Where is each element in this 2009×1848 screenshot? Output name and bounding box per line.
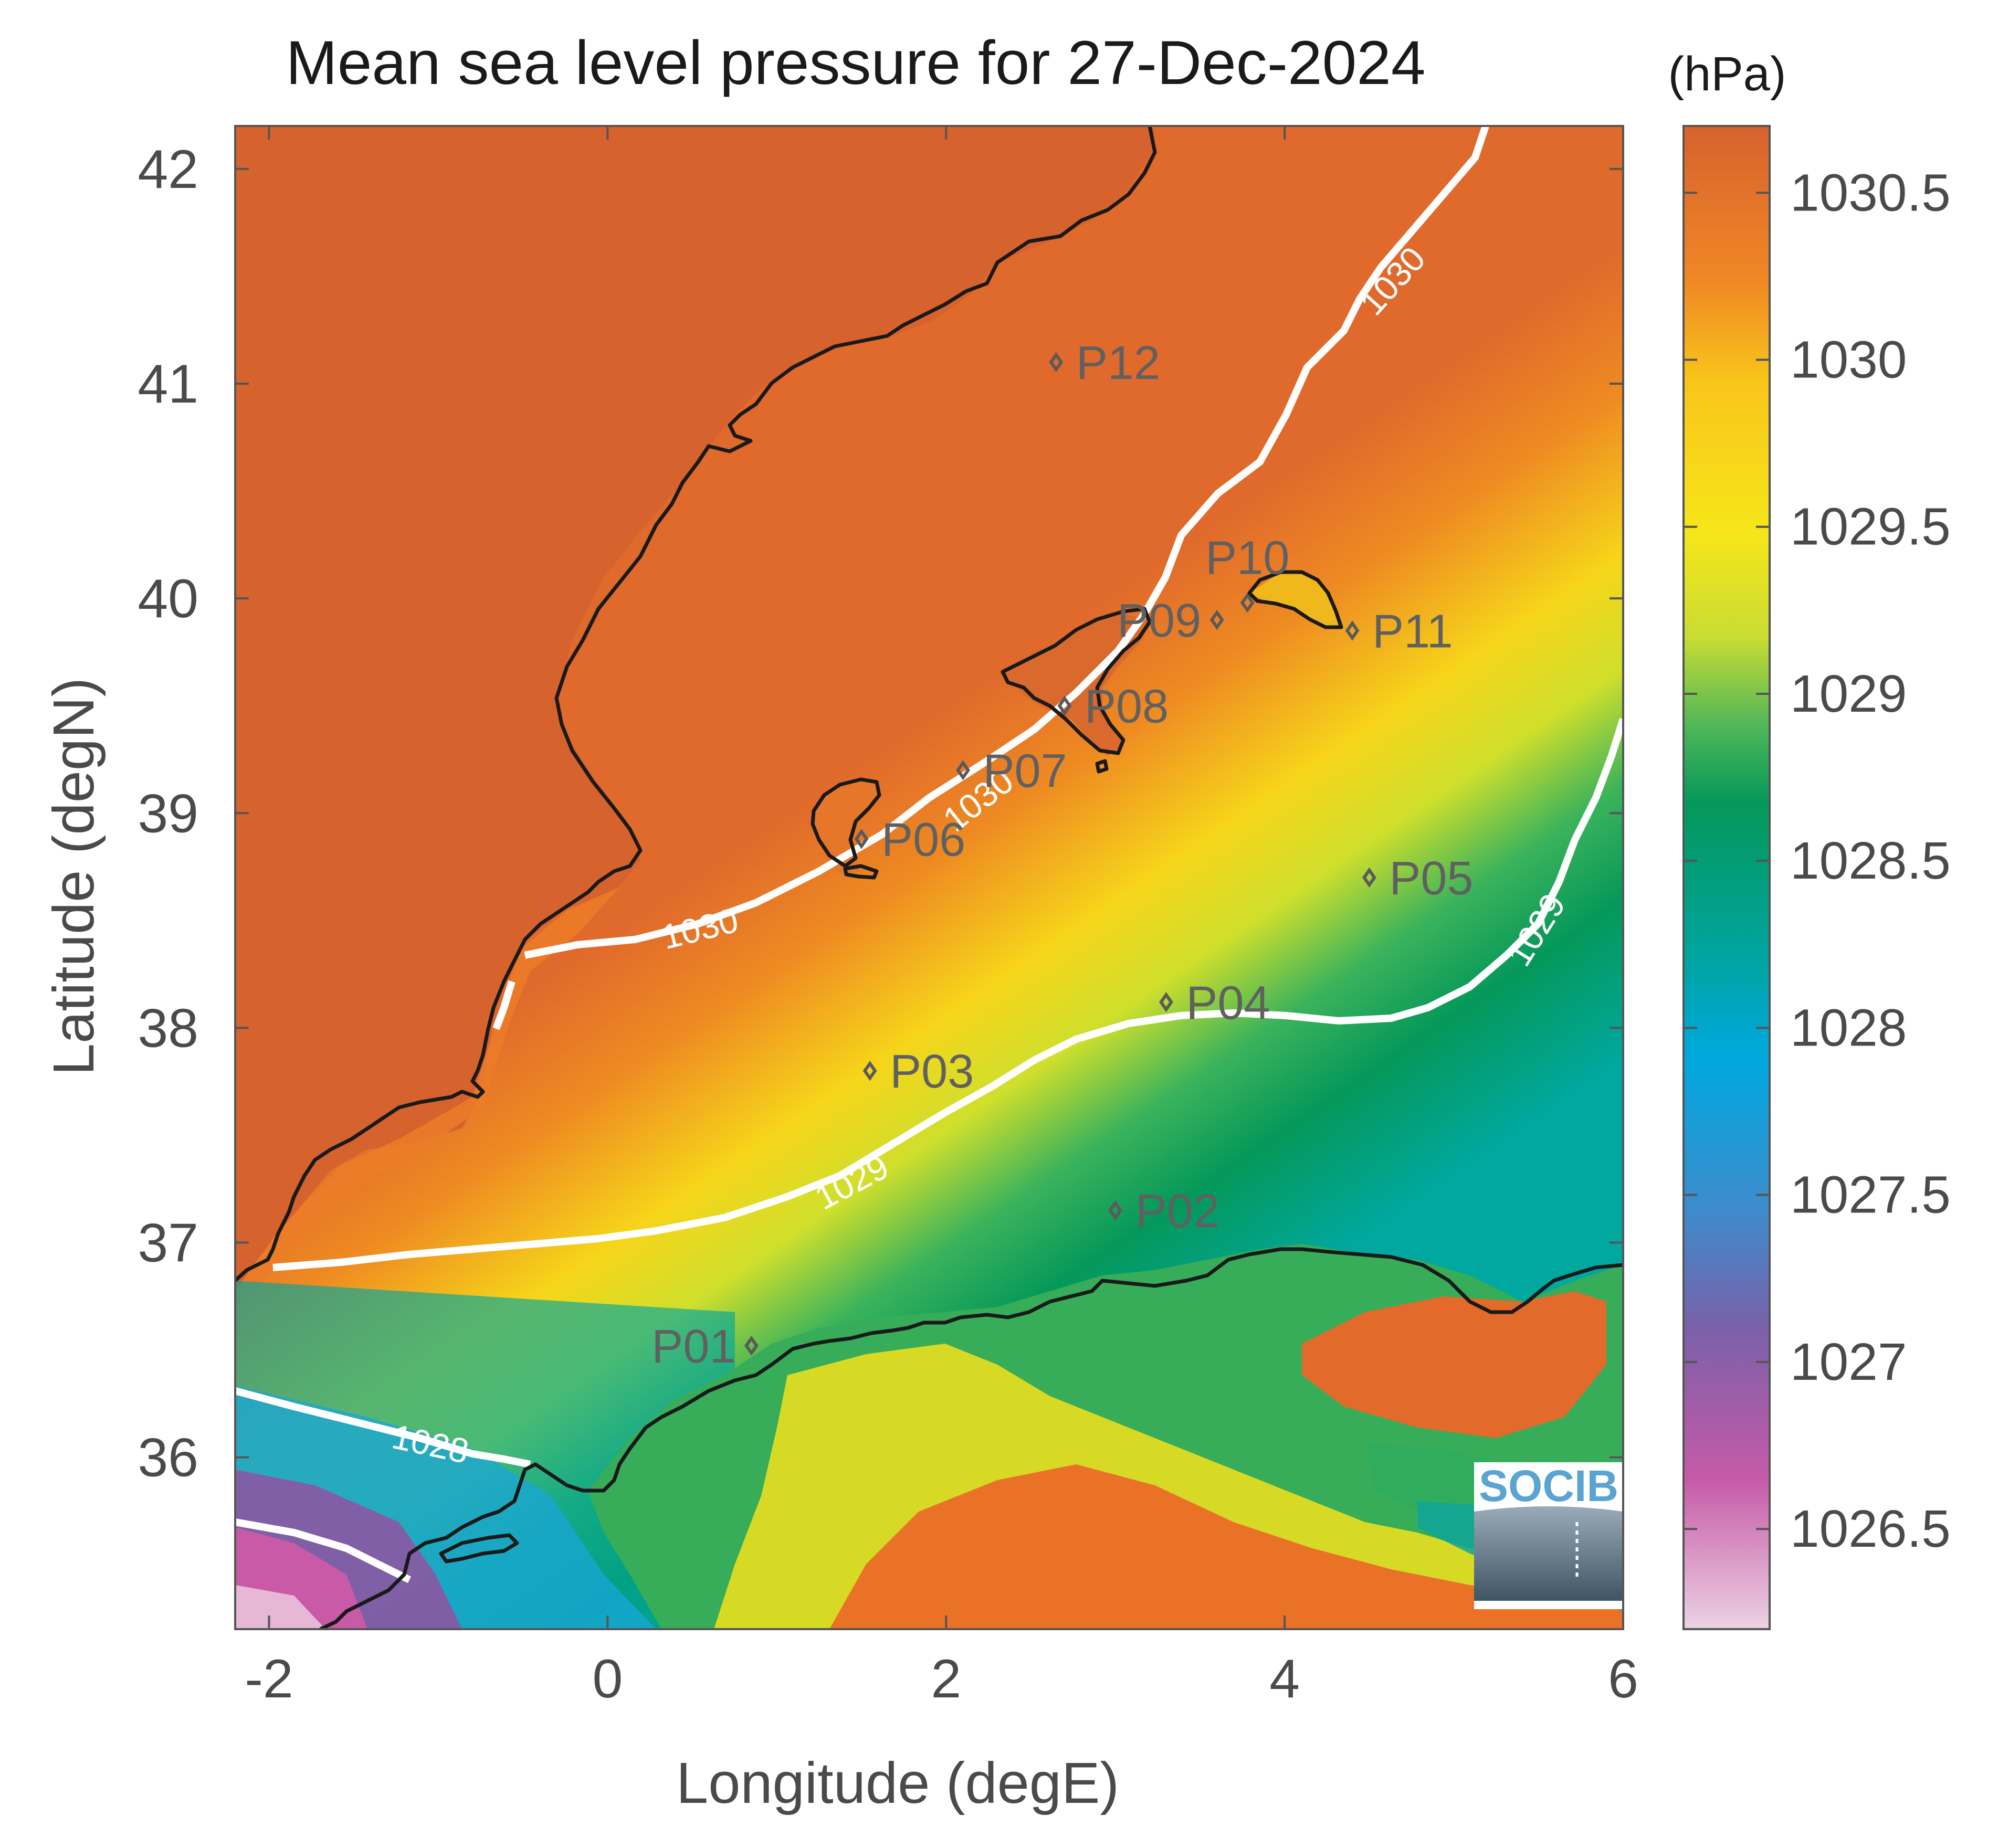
y-tick-label: 41 <box>138 354 198 415</box>
station-marker[interactable] <box>1108 1200 1123 1221</box>
ibiza-land <box>811 777 879 874</box>
station-label: P10 <box>1205 532 1289 584</box>
station-marker[interactable] <box>1057 695 1072 716</box>
africa-orange-patches <box>829 1464 1623 1629</box>
station-label: P07 <box>983 745 1067 797</box>
y-axis-label: Latitude (degN) <box>41 678 106 1075</box>
colorbar-tick-label: 1030.5 <box>1790 163 1951 222</box>
contour-1029 <box>272 717 1623 1271</box>
coastlines <box>235 126 1623 1629</box>
iberia-land <box>235 126 1155 1291</box>
contour-1030-lower-seg <box>492 980 516 1030</box>
station-marker[interactable] <box>862 1060 877 1081</box>
contour-1030-upper <box>524 126 1489 959</box>
station-marker[interactable] <box>956 760 970 780</box>
station-label: P09 <box>1117 595 1201 647</box>
y-tick-label: 37 <box>138 1213 198 1274</box>
colorbar-tick-label: 1030 <box>1790 331 1907 389</box>
x-axis-ticks: -2 0 2 4 6 <box>245 126 1638 1709</box>
colorbar-tick-label: 1028.5 <box>1790 831 1951 890</box>
station-label: P06 <box>881 814 965 866</box>
colorbar-tick-label: 1029.5 <box>1790 498 1951 556</box>
station-marker[interactable] <box>1240 593 1255 613</box>
x-tick-label: -2 <box>245 1649 293 1709</box>
africa-orange-north <box>1302 1291 1606 1438</box>
station-marker[interactable] <box>1159 992 1173 1012</box>
colorbar-tick-label: 1028 <box>1790 998 1907 1057</box>
colorbar-ticks: 1030.5 1030 1029.5 1029 1028.5 1028 1027.5 1027… <box>1684 163 1951 1558</box>
mallorca-land <box>1003 614 1150 756</box>
menorca-coastline <box>1247 570 1343 629</box>
station-label: P02 <box>1135 1185 1219 1238</box>
station-label: P12 <box>1076 337 1160 389</box>
alboran-island-coast <box>439 1533 519 1564</box>
station-marker[interactable] <box>854 829 869 849</box>
x-tick-label: 6 <box>1608 1649 1638 1709</box>
y-tick-label: 38 <box>138 998 198 1059</box>
menorca-land <box>1249 572 1339 627</box>
mallorca-coastline <box>1001 607 1152 755</box>
africa-coastline <box>319 1247 1623 1629</box>
y-tick-label: 36 <box>138 1428 198 1488</box>
logo-wave <box>1474 1506 1623 1601</box>
station-label: P08 <box>1085 681 1169 733</box>
ibiza-coastline <box>811 777 881 868</box>
colorbar-frame <box>1682 125 1771 1630</box>
x-axis-label: Longitude (degE) <box>676 1751 1119 1815</box>
station-marker[interactable] <box>1209 609 1224 630</box>
station-label: P01 <box>651 1321 735 1373</box>
x-tick-label: 0 <box>592 1649 623 1709</box>
alboran-light-pink <box>235 1585 325 1629</box>
colorbar-tick-label: 1027 <box>1790 1333 1907 1391</box>
station-marker[interactable] <box>744 1335 759 1356</box>
colorbar-unit: (hPa) <box>1668 47 1786 101</box>
contour-1028-lower <box>235 1518 412 1583</box>
station-label: P03 <box>890 1046 974 1098</box>
logo-text: SOCIB <box>1479 1461 1618 1511</box>
station-marker[interactable] <box>1049 352 1064 373</box>
y-tick-label: 40 <box>138 568 198 629</box>
station-label: P11 <box>1372 605 1453 658</box>
x-tick-label: 4 <box>1269 1649 1300 1709</box>
station-label: P05 <box>1389 852 1473 905</box>
colorbar-tick-label: 1027.5 <box>1790 1166 1951 1224</box>
pressure-field: SOCIB <box>235 126 1623 1629</box>
station-marker[interactable] <box>1345 620 1360 641</box>
cabrera-coastline <box>1095 759 1109 774</box>
y-axis-ticks: 42 41 40 39 38 37 36 <box>138 139 1623 1488</box>
chart-title: Mean sea level pressure for 27-Dec-2024 <box>286 28 1425 98</box>
logo-bottom-bar <box>1474 1602 1623 1609</box>
station-marker[interactable] <box>1362 867 1376 888</box>
formentera-coastline <box>843 864 879 880</box>
plot-frame <box>234 125 1624 1630</box>
colorbar-tick-label: 1026.5 <box>1790 1499 1951 1558</box>
iberia-coastline <box>235 126 1157 1282</box>
socib-logo: SOCIB <box>1474 1461 1623 1609</box>
colorbar-tick-label: 1029 <box>1790 664 1907 723</box>
y-tick-label: 39 <box>138 783 198 844</box>
x-tick-label: 2 <box>931 1649 961 1709</box>
station-label: P04 <box>1186 977 1270 1029</box>
contour-1028-upper <box>235 1387 531 1468</box>
colorbar <box>1684 126 1770 1629</box>
y-tick-label: 42 <box>138 139 198 200</box>
